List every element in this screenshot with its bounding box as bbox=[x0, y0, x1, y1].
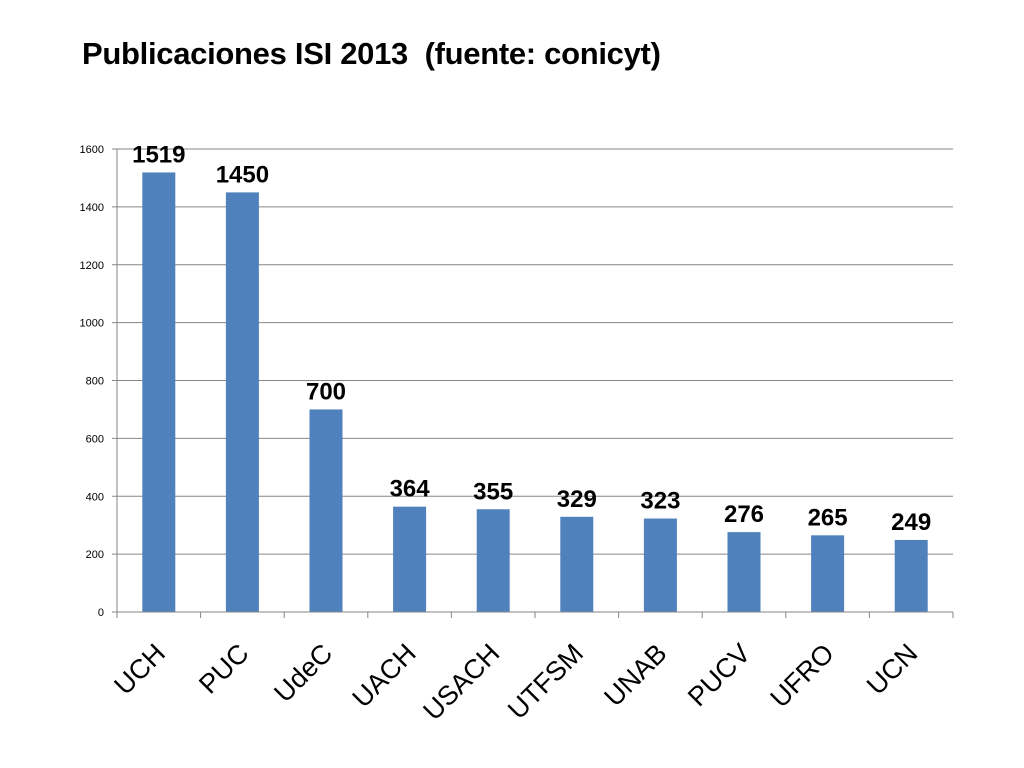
x-axis bbox=[116, 611, 954, 618]
y-tick-label: 1000 bbox=[80, 318, 104, 330]
category-label: UACH bbox=[347, 638, 422, 713]
y-tick-label: 400 bbox=[86, 491, 104, 503]
y-tick-label: 1400 bbox=[80, 202, 104, 214]
category-label: PUCV bbox=[682, 638, 756, 712]
category-label: USACH bbox=[417, 638, 505, 726]
category-label: UdeC bbox=[268, 638, 338, 708]
category-label: UCN bbox=[861, 638, 924, 701]
y-axis-ticks: 0 200 400 600 800 1000 1200 1400 1600 bbox=[80, 144, 118, 619]
y-tick-label: 600 bbox=[86, 433, 104, 445]
bar-uch bbox=[142, 172, 176, 612]
bar-unab bbox=[643, 518, 677, 612]
data-label: 265 bbox=[808, 504, 848, 531]
data-label: 700 bbox=[306, 378, 346, 405]
chart-title: Publicaciones ISI 2013 (fuente: conicyt) bbox=[82, 36, 661, 71]
category-label: UNAB bbox=[598, 638, 672, 712]
bars bbox=[142, 172, 928, 612]
y-tick-label: 1600 bbox=[80, 144, 104, 156]
data-label: 276 bbox=[724, 501, 764, 528]
y-tick-label: 1200 bbox=[80, 260, 104, 272]
category-label: UTFSM bbox=[502, 638, 589, 725]
category-label: UFRO bbox=[765, 638, 840, 713]
y-tick-label: 800 bbox=[86, 376, 104, 388]
bar-usach bbox=[476, 509, 510, 612]
bar-pucv bbox=[727, 532, 761, 612]
bar-utfsm bbox=[560, 516, 594, 612]
category-label: UCH bbox=[108, 638, 171, 701]
data-label: 323 bbox=[640, 488, 680, 515]
data-label: 1519 bbox=[132, 141, 185, 168]
data-label: 329 bbox=[557, 486, 597, 513]
data-label: 249 bbox=[891, 509, 931, 536]
y-tick-label: 200 bbox=[86, 549, 104, 561]
category-label: PUC bbox=[193, 638, 255, 700]
data-label: 355 bbox=[473, 478, 513, 505]
y-tick-label: 0 bbox=[98, 607, 104, 619]
bar-uach bbox=[393, 506, 427, 612]
data-labels: 1519 1450 700 364 355 329 323 276 265 249 bbox=[132, 141, 931, 536]
bar-ufro bbox=[811, 535, 845, 612]
bar-puc bbox=[225, 192, 259, 612]
data-label: 364 bbox=[390, 476, 431, 503]
bar-ucn bbox=[894, 539, 928, 612]
bar-udec bbox=[309, 409, 343, 612]
data-label: 1450 bbox=[216, 161, 269, 188]
